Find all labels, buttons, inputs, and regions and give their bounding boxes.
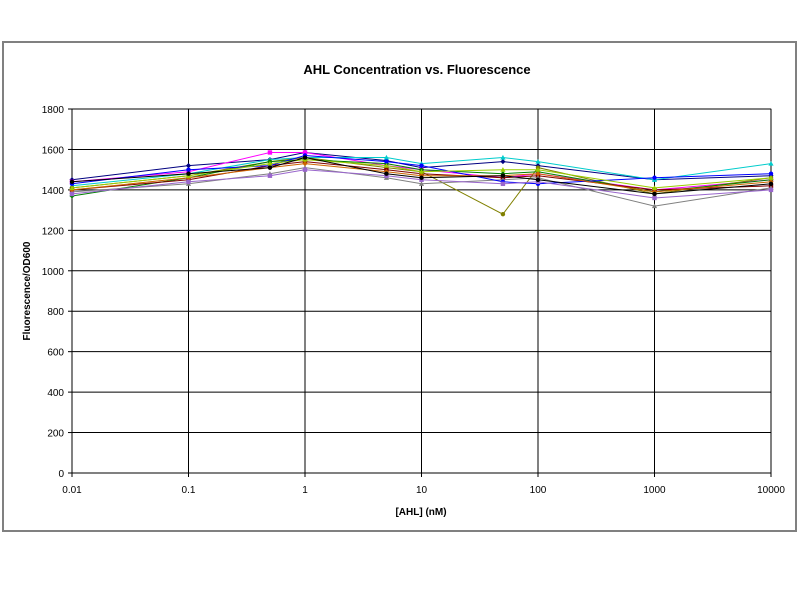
chart: 0 200 400 600 800 1000 1200 1400 1600 1800 0.01 0.1… xyxy=(22,62,786,518)
y-tick-label: 800 xyxy=(47,307,64,318)
x-tick-label: 10 xyxy=(416,485,428,496)
data-point xyxy=(186,171,191,176)
data-point xyxy=(652,195,657,201)
data-point xyxy=(302,161,308,167)
y-tick-label: 1600 xyxy=(42,145,65,156)
data-point xyxy=(768,187,774,193)
data-point xyxy=(500,211,506,217)
data-point xyxy=(384,171,389,176)
data-point xyxy=(651,203,658,209)
data-point xyxy=(500,154,506,160)
data-point xyxy=(383,154,390,160)
data-point xyxy=(69,191,75,197)
data-point xyxy=(383,163,390,168)
y-tick-label: 200 xyxy=(47,429,64,440)
data-point xyxy=(302,167,308,172)
data-point xyxy=(768,181,774,187)
x-tick-label: 0.1 xyxy=(182,485,196,496)
y-tick-label: 1200 xyxy=(42,226,65,237)
data-point xyxy=(535,177,541,182)
x-tick-label: 100 xyxy=(530,485,547,496)
data-point xyxy=(302,155,308,160)
x-tick-label: 10000 xyxy=(757,485,785,496)
data-point xyxy=(652,191,657,197)
data-point xyxy=(267,173,273,178)
chart-title: AHL Concentration vs. Fluorescence xyxy=(303,62,530,77)
data-point xyxy=(500,167,506,172)
data-point xyxy=(419,175,424,180)
y-tick-label: 1400 xyxy=(42,186,65,197)
series-line xyxy=(71,156,772,187)
data-point xyxy=(500,173,506,178)
series-lines xyxy=(69,149,774,217)
data-point xyxy=(768,175,774,180)
x-tick-label: 1000 xyxy=(643,485,666,496)
data-point xyxy=(185,163,192,169)
data-point xyxy=(186,179,191,184)
y-tick-label: 400 xyxy=(47,388,64,399)
series-line xyxy=(71,169,772,199)
data-point xyxy=(267,161,273,166)
y-axis-title: Fluorescence/OD600 xyxy=(22,241,33,340)
tick-labels: 0 200 400 600 800 1000 1200 1400 1600 1800 0.01 0.1… xyxy=(42,105,786,496)
y-tick-label: 1800 xyxy=(42,105,65,116)
series-line xyxy=(71,154,772,185)
data-point xyxy=(535,171,541,177)
data-point xyxy=(768,171,774,176)
y-tick-label: 600 xyxy=(47,348,64,359)
data-point xyxy=(267,150,273,155)
data-point xyxy=(69,185,75,190)
data-point xyxy=(419,163,424,168)
data-point xyxy=(418,181,425,186)
data-point xyxy=(535,158,541,164)
data-point xyxy=(652,175,657,180)
data-point xyxy=(186,167,191,172)
x-tick-label: 1 xyxy=(302,485,308,496)
data-point xyxy=(69,179,75,184)
series-line xyxy=(71,156,772,195)
data-point xyxy=(768,161,774,166)
data-point xyxy=(651,185,658,190)
series-12 xyxy=(69,155,774,197)
chart-frame: 0 200 400 600 800 1000 1200 1400 1600 1800 0.01 0.1… xyxy=(2,41,797,532)
data-point xyxy=(500,181,506,187)
series-line xyxy=(71,163,772,193)
data-point xyxy=(267,165,273,170)
x-axis-title: [AHL] (nM) xyxy=(395,507,446,518)
data-point xyxy=(500,158,506,165)
series-line xyxy=(71,159,772,189)
data-point xyxy=(418,169,425,174)
data-point xyxy=(535,167,541,172)
y-tick-label: 1000 xyxy=(42,267,65,278)
data-point xyxy=(384,159,389,164)
data-point xyxy=(302,150,308,155)
y-tick-label: 0 xyxy=(58,469,64,480)
x-tick-label: 0.01 xyxy=(62,485,82,496)
